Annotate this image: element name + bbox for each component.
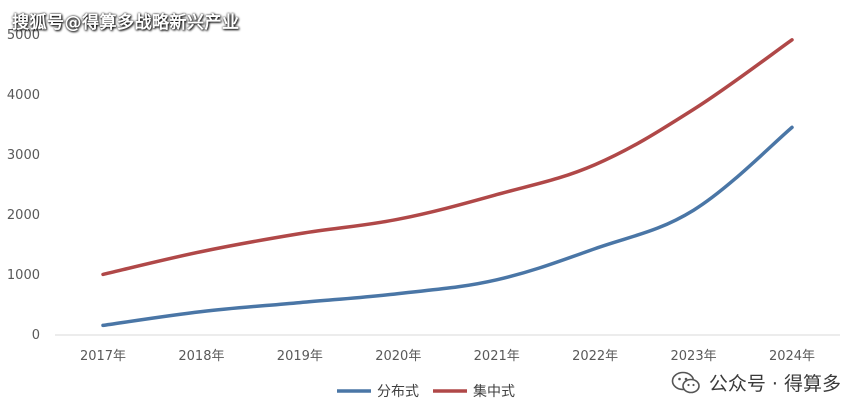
x-tick-label: 2019年 <box>277 349 323 364</box>
y-tick-label: 2000 <box>7 208 40 223</box>
wechat-icon <box>671 371 700 393</box>
legend: 分布式 集中式 <box>337 383 515 400</box>
y-tick-label: 0 <box>32 328 40 343</box>
series-lines <box>101 38 794 328</box>
legend-label-0: 分布式 <box>377 384 419 400</box>
series-line-0 <box>101 125 794 328</box>
y-tick-label: 1000 <box>7 268 40 283</box>
y-tick-label: 4000 <box>7 88 40 103</box>
y-tick-label: 5000 <box>7 28 40 43</box>
x-tick-label: 2020年 <box>375 349 421 364</box>
x-tick-label: 2023年 <box>671 349 717 364</box>
x-tick-label: 2021年 <box>474 349 520 364</box>
x-axis-ticks: 2017年 2018年 2019年 2020年 2021年 2022年 2023年 2024年 <box>80 349 815 364</box>
series-line-1 <box>101 38 794 277</box>
wechat-watermark: 公众号 · 得算多 <box>671 369 841 396</box>
x-tick-label: 2018年 <box>178 349 224 364</box>
y-tick-label: 3000 <box>7 148 40 163</box>
x-tick-label: 2024年 <box>769 349 815 364</box>
legend-label-1: 集中式 <box>473 383 515 400</box>
x-tick-label: 2022年 <box>572 349 618 364</box>
wechat-watermark-text: 公众号 · 得算多 <box>708 373 841 395</box>
y-axis-ticks: 0 1000 2000 3000 4000 5000 <box>7 28 40 343</box>
sohu-watermark: 搜狐号@得算多战略新兴产业 <box>12 13 240 33</box>
x-tick-label: 2017年 <box>80 349 126 364</box>
